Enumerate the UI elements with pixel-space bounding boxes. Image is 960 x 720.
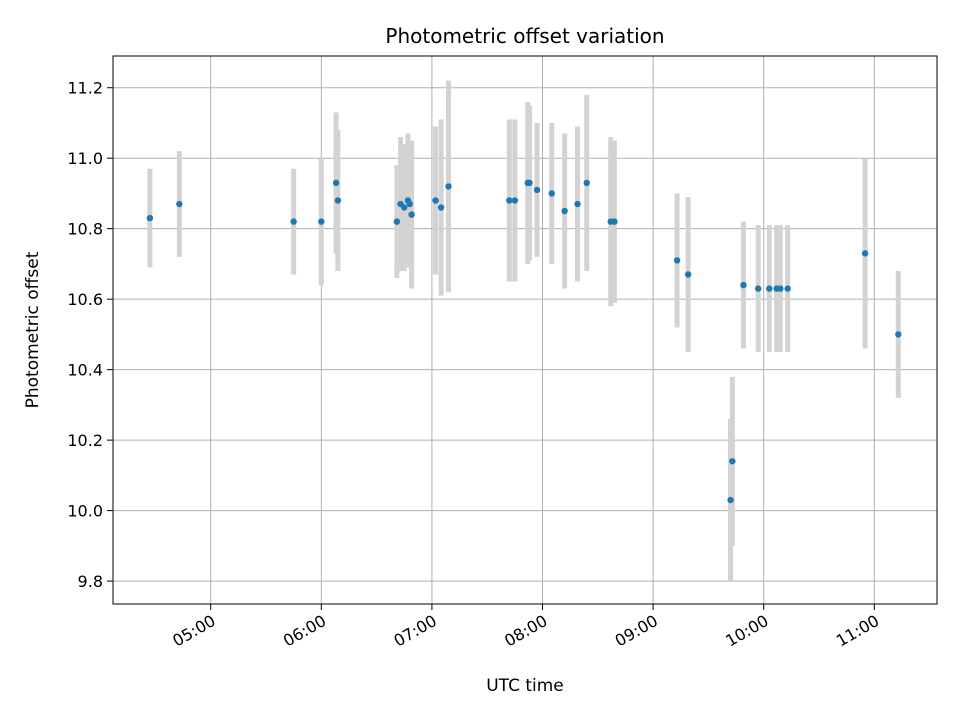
- data-point: [526, 179, 533, 187]
- y-tick-label: 10.6: [67, 290, 103, 309]
- data-point: [445, 183, 452, 190]
- data-points: [146, 179, 902, 504]
- data-point: [574, 200, 581, 208]
- data-point: [332, 179, 340, 187]
- data-point: [548, 190, 555, 197]
- data-point: [401, 204, 408, 211]
- y-tick-label: 10.4: [67, 361, 103, 380]
- data-point: [506, 197, 513, 204]
- data-point: [611, 218, 618, 225]
- data-point: [176, 200, 183, 208]
- data-point: [583, 179, 590, 187]
- data-point: [729, 458, 736, 465]
- data-point: [754, 285, 762, 292]
- x-axis-label: UTC time: [486, 676, 564, 696]
- chart-title: Photometric offset variation: [385, 24, 664, 48]
- data-point: [766, 285, 773, 292]
- data-point: [533, 186, 541, 194]
- data-point: [740, 281, 747, 289]
- plot-area: [113, 56, 937, 604]
- y-tick-label: 11.0: [67, 149, 103, 168]
- grid: [113, 56, 937, 604]
- plot-frame: [112, 55, 938, 605]
- y-tick-label: 10.8: [67, 220, 103, 239]
- data-point: [393, 218, 401, 225]
- data-point: [146, 214, 154, 222]
- y-tick-label: 10.0: [67, 502, 103, 521]
- data-point: [777, 285, 784, 292]
- data-point: [318, 218, 325, 225]
- data-point: [727, 496, 734, 504]
- y-tick-label: 10.2: [67, 431, 103, 450]
- data-point: [511, 197, 519, 204]
- data-point: [334, 197, 342, 204]
- data-point: [861, 250, 869, 257]
- data-point: [432, 197, 439, 204]
- data-point: [437, 204, 445, 211]
- data-point: [784, 285, 791, 292]
- y-axis-label: Photometric offset: [23, 251, 43, 408]
- y-tick-label: 9.8: [78, 572, 103, 591]
- y-axis-ticks: 9.8 10.0 10.2 10.4 10.6 10.8 11.0 11.2: [67, 79, 113, 591]
- data-point: [406, 200, 413, 208]
- data-point: [895, 331, 902, 338]
- data-point: [408, 211, 415, 218]
- data-point: [561, 207, 568, 215]
- data-point: [290, 218, 297, 225]
- data-point: [673, 257, 681, 264]
- data-point: [684, 271, 692, 278]
- y-tick-label: 11.2: [67, 79, 103, 98]
